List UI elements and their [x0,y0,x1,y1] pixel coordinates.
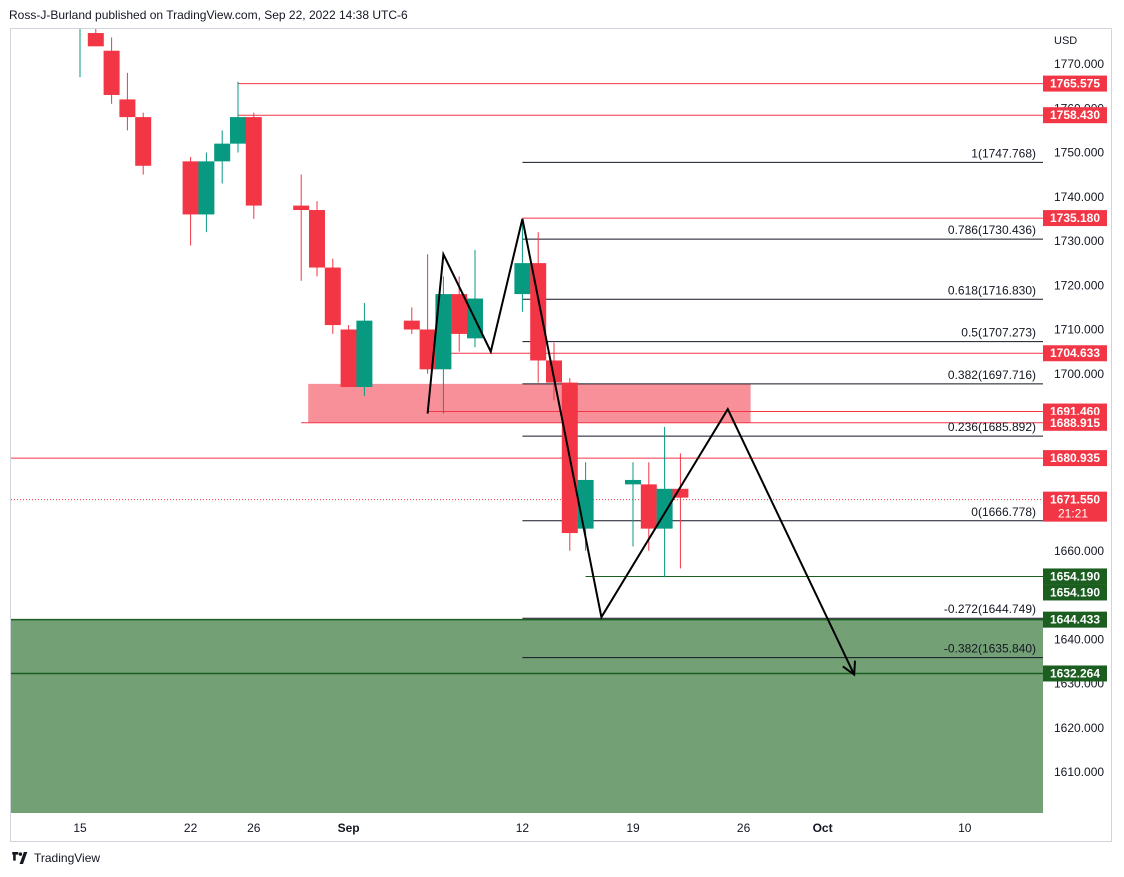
price-tag-extra-bg [1043,584,1107,601]
x-tick-label: 26 [737,821,751,835]
candle-body [625,479,641,485]
candle-body [419,329,436,370]
y-tick-label: 1660.000 [1054,544,1104,558]
y-tick-label: 1750.000 [1054,146,1104,160]
candle-body [230,117,246,144]
price-tag: 1644.433 [1050,613,1100,627]
current-price-tag-bg [1043,491,1107,522]
candle-body [135,117,152,166]
candle-body [245,117,262,206]
price-tag-bg [1043,210,1107,227]
price-tag: 1758.430 [1050,108,1100,122]
candles-layer [72,24,689,578]
zone-support [11,619,1043,813]
fib-layer: 1(1747.768) 0.786(1730.436) 0.618(1716.830… [522,146,1043,659]
y-tick-label: 1710.000 [1054,323,1104,337]
projection-path-layer [426,218,856,677]
candle-body [546,360,562,383]
y-tick-label: 1720.000 [1054,278,1104,292]
candle-body [324,267,341,326]
candle-body [182,161,199,215]
y-tick-label: 1700.000 [1054,367,1104,381]
x-tick-label: 10 [958,821,972,835]
x-tick-label: Sep [338,821,360,835]
price-tag-bg [1043,345,1107,362]
price-labels-layer: 1765.5751758.4301735.1801704.6331691.460… [1043,75,1107,682]
candle-body [514,263,531,295]
zones-layer [11,383,1043,813]
x-tick-label: 19 [626,821,640,835]
candle-body [356,320,373,388]
current-price-tag: 1671.550 [1050,493,1100,507]
projection-arrowhead [842,660,856,677]
x-tick-label: 26 [247,821,261,835]
price-tag: 1632.264 [1050,666,1100,680]
publisher-header: Ross-J-Burland published on TradingView.… [9,8,408,22]
y-tick-label: 1730.000 [1054,234,1104,248]
price-tag: 1680.935 [1050,451,1100,465]
price-tag-bg [1043,665,1107,682]
levels-layer [11,83,1043,675]
candle-body [309,210,325,268]
x-tick-label: Oct [813,821,833,835]
y-tick-label: 1610.000 [1054,765,1104,779]
candle-body [435,294,452,370]
price-tag: 1688.915 [1050,416,1100,430]
x-tick-label: 15 [73,821,87,835]
fib-label: 0.5(1707.273) [961,326,1036,340]
candle-body [72,24,88,26]
fib-label: 0.618(1716.830) [948,283,1036,297]
candle-body [198,161,215,215]
fib-label: 0.786(1730.436) [948,223,1036,237]
price-tag-bg [1043,568,1107,585]
y-tick-label: 1770.000 [1054,57,1104,71]
y-tick-label: 1620.000 [1054,721,1104,735]
x-tick-label: 12 [516,821,530,835]
fib-label: -0.382(1635.840) [944,642,1036,656]
tradingview-logo-icon [12,852,28,864]
footer-brand: TradingView [34,851,101,865]
price-tag-bg [1043,414,1107,431]
fib-label: 0.382(1697.716) [948,368,1036,382]
candle-body [293,205,310,211]
footer: TradingView [10,851,100,865]
candle-body [103,50,120,95]
price-tag-bg [1043,107,1107,124]
price-tag: 1735.180 [1050,211,1100,225]
currency-label: USD [1054,35,1077,47]
candle-body [451,294,468,334]
candle-body [640,484,657,529]
candle-body [403,320,420,330]
fib-label: 1(1747.768) [971,146,1036,160]
price-tag: 1765.575 [1050,77,1100,91]
y-tick-label: 1740.000 [1054,190,1104,204]
price-tag: 1704.633 [1050,346,1100,360]
price-tag: 1654.190 [1050,569,1100,583]
candle-body [340,329,357,388]
chart-frame [10,28,1112,842]
x-tick-label: 22 [184,821,198,835]
countdown-label: 21:21 [1058,507,1088,521]
fib-label: 0.236(1685.892) [948,420,1036,434]
fib-label: -0.272(1644.749) [944,602,1036,616]
candle-body [119,99,136,118]
y-tick-label: 1640.000 [1054,632,1104,646]
price-tag-bg [1043,611,1107,628]
price-tag-bg [1043,75,1107,92]
time-axis-layer: 15 22 26 Sep 12 19 26 Oct 10 [73,821,971,835]
zone-resistance [308,383,751,423]
fib-label: 0(1666.778) [971,505,1036,519]
candle-body [530,263,547,361]
projection-path [426,218,856,676]
candle-body [214,143,231,162]
candle-body [87,33,104,47]
price-tag-bg [1043,450,1107,467]
price-tag-extra: 1654.190 [1050,585,1100,599]
candle-body [672,488,689,498]
